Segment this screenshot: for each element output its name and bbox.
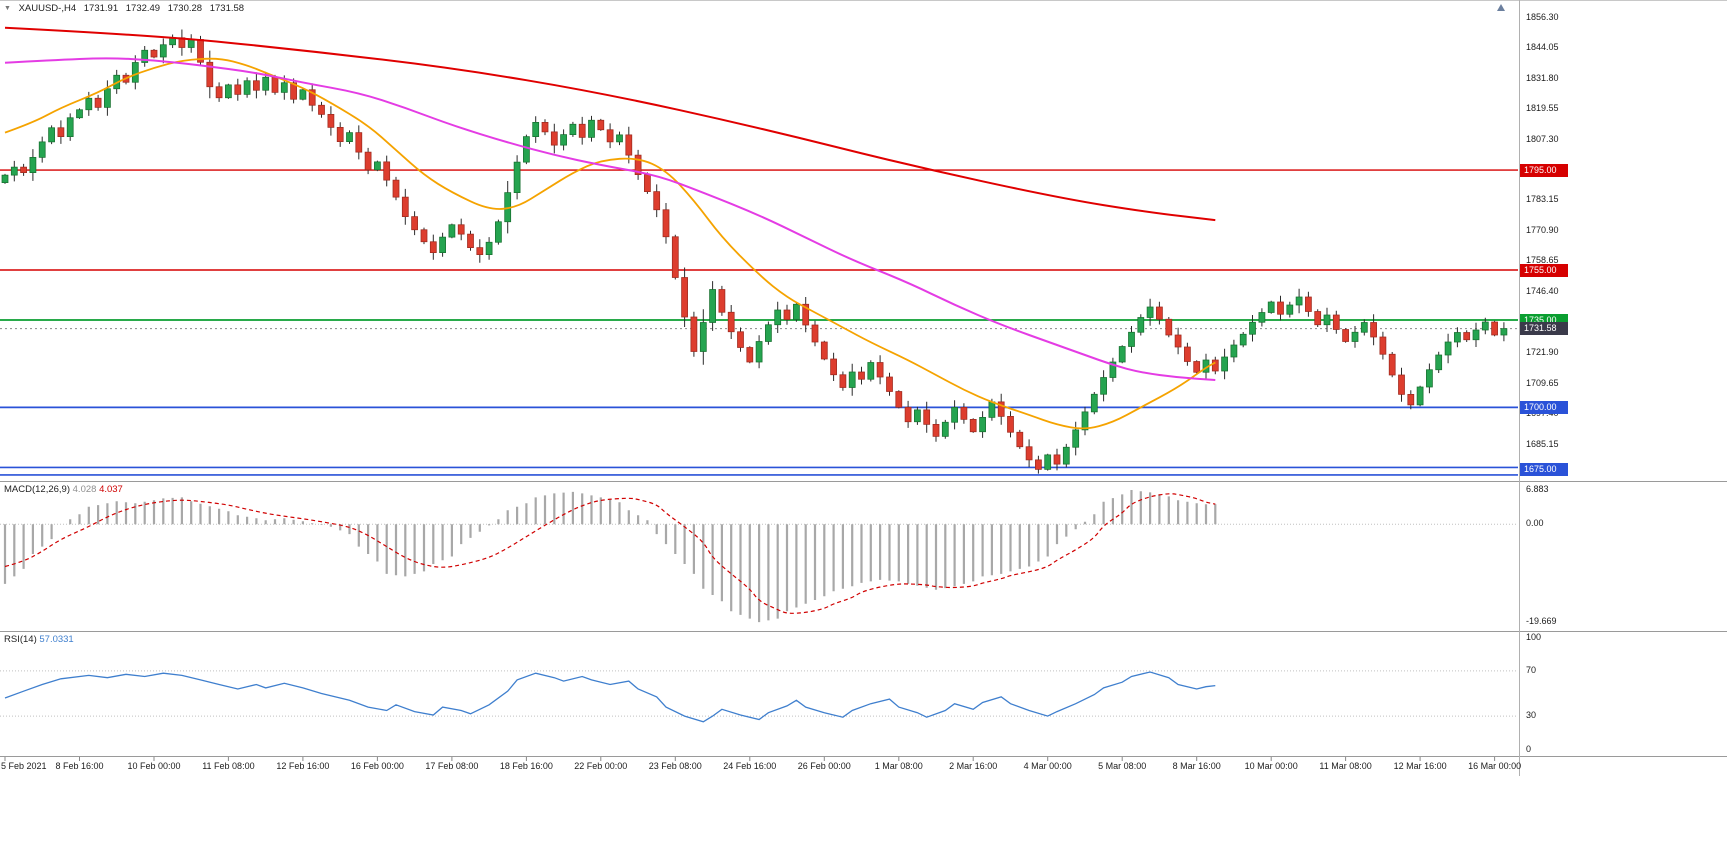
chart-header: ▼ XAUUSD-,H4 1731.91 1732.49 1730.28 173… bbox=[4, 3, 249, 14]
ma-fast-line bbox=[4, 57, 1216, 430]
price-axis-label: 1770.90 bbox=[1526, 224, 1559, 235]
time-axis-label: 10 Mar 00:00 bbox=[1244, 761, 1298, 771]
macd-layer bbox=[3, 490, 1217, 623]
macd-signal-value: 4.037 bbox=[99, 484, 123, 495]
price-axis-label: 1758.65 bbox=[1526, 255, 1559, 266]
time-axis-label: 11 Mar 08:00 bbox=[1319, 761, 1372, 771]
time-axis-label: 17 Feb 08:00 bbox=[425, 761, 479, 771]
rsi-axis-70-label: 70 bbox=[1526, 665, 1537, 675]
ohlc-low: 1730.28 bbox=[167, 3, 203, 14]
ohlc-close: 1731.58 bbox=[209, 3, 245, 14]
price-axis-label: 1721.90 bbox=[1526, 347, 1559, 358]
moving-averages-layer bbox=[4, 26, 1216, 430]
horizontal-lines-layer bbox=[0, 169, 1518, 476]
price-axis-label: 1819.55 bbox=[1526, 103, 1559, 114]
price-tag-support: 1700.00 bbox=[1520, 400, 1568, 414]
ma-mid-line bbox=[4, 57, 1216, 381]
time-axis-label: 18 Feb 16:00 bbox=[499, 761, 553, 771]
price-axis-label: 1746.40 bbox=[1526, 286, 1559, 296]
time-axis-label: 4 Mar 00:00 bbox=[1023, 761, 1072, 771]
price-tag-support: 1675.00 bbox=[1520, 463, 1568, 477]
macd-name: MACD(12,26,9) bbox=[4, 484, 70, 495]
macd-signal-line bbox=[4, 493, 1216, 614]
price-tag-bid: 1731.58 bbox=[1520, 322, 1568, 336]
price-tag-resistance: 1755.00 bbox=[1520, 263, 1568, 277]
price-tag-resistance: 1795.00 bbox=[1520, 163, 1568, 177]
symbol-period-label: XAUUSD-,H4 bbox=[18, 3, 77, 14]
macd-axis-max-label: 6.883 bbox=[1526, 484, 1549, 494]
collapse-arrow-icon[interactable]: ▼ bbox=[4, 5, 11, 12]
rsi-axis-0-label: 0 bbox=[1526, 744, 1532, 754]
price-axis-label: 1844.05 bbox=[1526, 42, 1559, 53]
rsi-name: RSI(14) bbox=[4, 634, 37, 645]
time-axis-label: 26 Feb 00:00 bbox=[797, 761, 851, 771]
time-axis-label: 5 Mar 08:00 bbox=[1098, 761, 1147, 771]
rsi-axis-100-label: 100 bbox=[1526, 632, 1542, 642]
price-axis-label: 1856.30 bbox=[1526, 11, 1559, 22]
time-axis-ticks bbox=[4, 757, 1496, 761]
time-axis-label: 11 Feb 08:00 bbox=[202, 761, 255, 771]
ohlc-open: 1731.91 bbox=[83, 3, 119, 14]
time-axis-label: 24 Feb 16:00 bbox=[723, 761, 777, 771]
price-axis-strip[interactable]: 1856.30 1844.05 1831.80 1819.55 1807.30 1783.… bbox=[1519, 0, 1727, 756]
up-candles-layer bbox=[1, 37, 1508, 470]
time-axis-label: 10 Feb 00:00 bbox=[127, 761, 181, 771]
ohlc-high: 1732.49 bbox=[125, 3, 161, 14]
macd-axis-min-label: -19.669 bbox=[1526, 616, 1557, 626]
pane-separator-macd[interactable] bbox=[0, 481, 1727, 482]
macd-axis-zero-label: 0.00 bbox=[1526, 518, 1544, 528]
price-axis-separator bbox=[1519, 0, 1520, 776]
time-axis-label: 23 Feb 08:00 bbox=[648, 761, 702, 771]
price-axis-label: 1807.30 bbox=[1526, 133, 1559, 144]
rsi-line bbox=[4, 671, 1216, 723]
rsi-axis-30-label: 30 bbox=[1526, 710, 1537, 720]
time-axis-label: 1 Mar 08:00 bbox=[874, 761, 923, 771]
time-axis-label: 5 Feb 2021 bbox=[1, 761, 47, 771]
pane-separator-rsi[interactable] bbox=[0, 631, 1727, 632]
time-axis-label: 8 Feb 16:00 bbox=[55, 761, 104, 771]
rsi-layer bbox=[4, 671, 1216, 723]
ma-slow-line bbox=[4, 26, 1216, 222]
candles-layer bbox=[1, 29, 1508, 474]
window-top-border bbox=[0, 0, 1727, 1]
time-axis-label: 8 Mar 16:00 bbox=[1172, 761, 1221, 771]
macd-histogram bbox=[3, 490, 1217, 623]
time-axis-label: 12 Mar 16:00 bbox=[1393, 761, 1447, 771]
price-axis-label: 1685.15 bbox=[1526, 439, 1559, 449]
time-axis-label: 16 Mar 00:00 bbox=[1468, 761, 1522, 771]
macd-main-value: 4.028 bbox=[72, 484, 97, 495]
time-axis-label: 16 Feb 00:00 bbox=[350, 761, 404, 771]
macd-indicator-label: MACD(12,26,9) 4.028 4.037 bbox=[4, 484, 123, 495]
time-axis-label: 2 Mar 16:00 bbox=[949, 761, 998, 771]
pane-separator-time-axis bbox=[0, 756, 1727, 757]
down-candles-layer bbox=[20, 37, 1498, 470]
rsi-indicator-label: RSI(14) 57.0331 bbox=[4, 634, 74, 645]
price-axis-label: 1783.15 bbox=[1526, 194, 1559, 205]
price-axis-label: 1709.65 bbox=[1526, 377, 1559, 388]
rsi-value: 57.0331 bbox=[39, 634, 74, 645]
price-axis-label: 1831.80 bbox=[1526, 72, 1559, 83]
time-axis-label: 22 Feb 00:00 bbox=[574, 761, 628, 771]
scroll-to-end-icon[interactable] bbox=[1497, 4, 1505, 11]
time-axis-label: 12 Feb 16:00 bbox=[276, 761, 330, 771]
time-axis-strip[interactable]: 5 Feb 2021 8 Feb 16:00 10 Feb 00:00 11 Feb … bbox=[0, 757, 1727, 777]
